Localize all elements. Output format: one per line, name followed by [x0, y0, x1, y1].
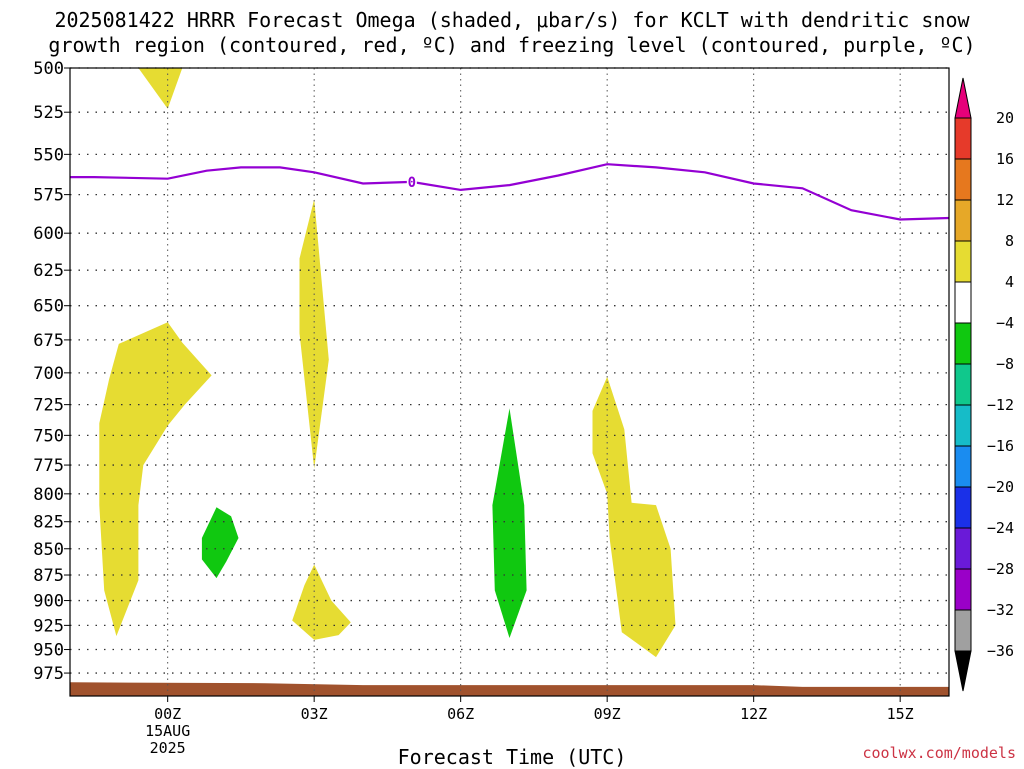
chart-title-line1: 2025081422 HRRR Forecast Omega (shaded, …: [54, 8, 970, 32]
colorbar-label-11: 12: [996, 191, 1014, 209]
colorbar-swatch-7: [954, 322, 972, 365]
y-tick-label-975: 975: [33, 664, 64, 684]
omega-region-4: [201, 507, 239, 579]
colorbar-label-1: −32: [987, 601, 1014, 619]
y-tick-label-550: 550: [33, 145, 64, 165]
colorbar-label-13: 20: [996, 109, 1014, 127]
colorbar-swatch-0: [954, 609, 972, 652]
colorbar-swatch-2: [954, 527, 972, 570]
omega-region-6: [592, 376, 676, 658]
y-tick-label-650: 650: [33, 297, 64, 317]
y-tick-label-800: 800: [33, 485, 64, 505]
y-tick-label-775: 775: [33, 456, 64, 476]
chart-title: 2025081422 HRRR Forecast Omega (shaded, …: [0, 8, 1024, 58]
colorbar-swatch-8: [954, 281, 972, 324]
colorbar-bottom-arrow: [954, 650, 972, 692]
x-tick-sublabel-0: 15AUG: [145, 722, 190, 740]
colorbar-swatch-6: [954, 363, 972, 406]
freezing-level-label: 0: [408, 175, 416, 191]
omega-region-0: [138, 68, 183, 109]
colorbar-label-4: −20: [987, 478, 1014, 496]
colorbar-swatch-9: [954, 240, 972, 283]
colorbar-label-12: 16: [996, 150, 1014, 168]
y-tick-label-575: 575: [33, 186, 64, 206]
colorbar-label-9: 4: [1005, 273, 1014, 291]
y-tick-label-700: 700: [33, 364, 64, 384]
x-tick-sublabel-1: 2025: [150, 739, 186, 757]
colorbar-swatch-10: [954, 199, 972, 242]
y-tick-label-500: 500: [33, 59, 64, 79]
y-tick-label-525: 525: [33, 103, 64, 123]
colorbar-top-arrow: [954, 77, 972, 119]
y-tick-label-900: 900: [33, 592, 64, 612]
omega-region-2: [299, 199, 329, 469]
colorbar-label-6: −12: [987, 396, 1014, 414]
colorbar-label-7: −8: [996, 355, 1014, 373]
x-tick-label-12Z: 12Z: [740, 705, 767, 723]
x-axis-label: Forecast Time (UTC): [397, 745, 627, 769]
colorbar-swatch-4: [954, 445, 972, 488]
colorbar-label-10: 8: [1005, 232, 1014, 250]
y-tick-label-675: 675: [33, 331, 64, 351]
freezing-label-bg: [406, 174, 417, 189]
colorbar-label-5: −16: [987, 437, 1014, 455]
colorbar-swatch-11: [954, 158, 972, 201]
freezing-level-line: [70, 163, 950, 221]
colorbar-swatch-12: [954, 117, 972, 160]
y-tick-label-850: 850: [33, 540, 64, 560]
y-tick-label-875: 875: [33, 566, 64, 586]
credit-text: coolwx.com/models: [862, 744, 1016, 762]
y-tick-label-825: 825: [33, 513, 64, 533]
omega-region-3: [292, 564, 351, 640]
colorbar-label-0: −36: [987, 642, 1014, 660]
freezing-level-contour: 0: [70, 163, 950, 221]
colorbar-label-8: −4: [996, 314, 1014, 332]
y-tick-label-750: 750: [33, 426, 64, 446]
y-tick-label-600: 600: [33, 224, 64, 244]
omega-region-5: [492, 408, 527, 638]
x-tick-label-00Z: 00Z: [154, 705, 181, 723]
surface-terrain: [70, 682, 949, 696]
colorbar-swatch-5: [954, 404, 972, 447]
plot-frame: [69, 67, 950, 697]
y-tick-label-625: 625: [33, 261, 64, 281]
colorbar-label-3: −24: [987, 519, 1014, 537]
y-tick-label-725: 725: [33, 396, 64, 416]
y-tick-label-925: 925: [33, 616, 64, 636]
chart-title-line2: growth region (contoured, red, ºC) and f…: [48, 33, 976, 57]
pressure-axis: 500 525 550 575 600 625 650 675 700 725 750 775 800 8…: [33, 59, 70, 684]
omega-colorbar: −36 −32 −28 −24 −20 −16 −12 −8 −4 4 8 12 16 20: [954, 77, 1014, 692]
omega-region-1: [99, 322, 212, 637]
y-tick-label-950: 950: [33, 641, 64, 661]
colorbar-swatch-3: [954, 486, 972, 529]
x-tick-label-15Z: 15Z: [887, 705, 914, 723]
x-tick-label-09Z: 09Z: [594, 705, 621, 723]
shaded-omega-regions: [70, 68, 949, 696]
x-tick-label-06Z: 06Z: [447, 705, 474, 723]
x-tick-label-03Z: 03Z: [301, 705, 328, 723]
colorbar-swatch-1: [954, 568, 972, 611]
colorbar-label-2: −28: [987, 560, 1014, 578]
